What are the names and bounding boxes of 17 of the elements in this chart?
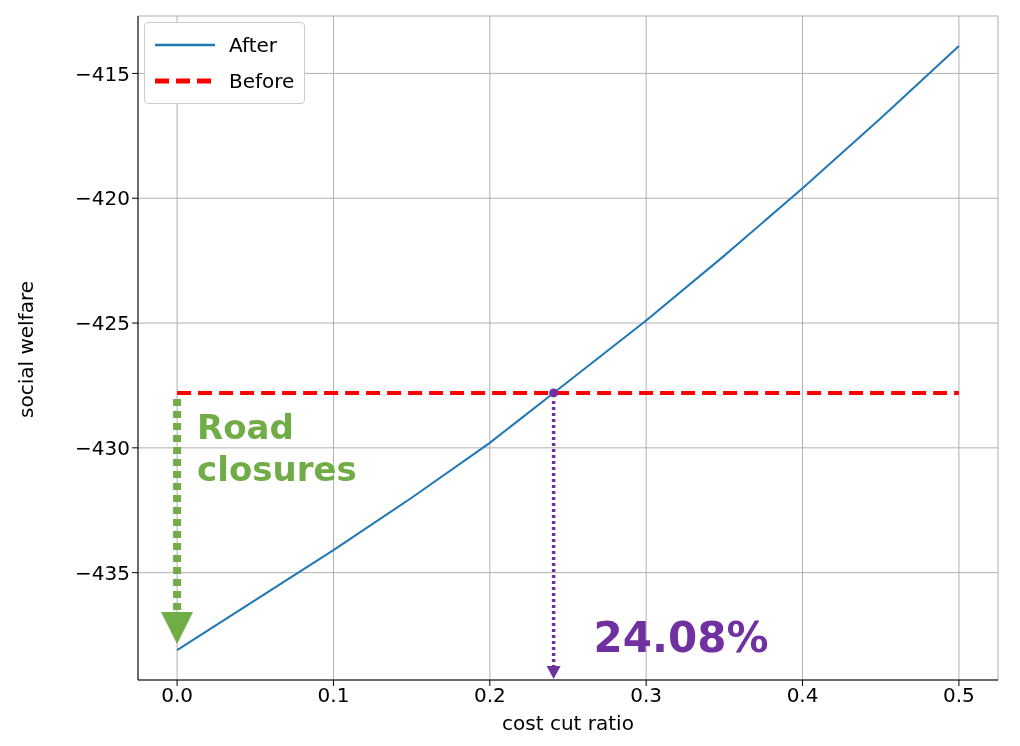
y-tick-label: −420 — [75, 186, 130, 211]
y-tick-label: −430 — [75, 435, 130, 460]
y-tick-label: −415 — [75, 61, 130, 86]
legend-label: After — [229, 33, 278, 57]
y-tick-label: −425 — [75, 311, 130, 336]
annotation: Road closures — [197, 406, 357, 489]
x-tick-label: 0.4 — [786, 683, 819, 708]
x-tick-label: 0.2 — [473, 683, 506, 708]
annotation: 24.08% — [593, 613, 769, 662]
x-tick-label: 0.1 — [317, 683, 350, 708]
legend-label: Before — [229, 69, 295, 93]
y-tick-label: −435 — [75, 560, 130, 585]
x-tick-label: 0.0 — [161, 683, 193, 708]
x-tick-label: 0.3 — [630, 683, 663, 708]
x-axis-title: cost cut ratio — [502, 711, 634, 735]
x-tick-label: 0.5 — [943, 683, 975, 708]
y-axis-title: social welfare — [14, 281, 39, 418]
